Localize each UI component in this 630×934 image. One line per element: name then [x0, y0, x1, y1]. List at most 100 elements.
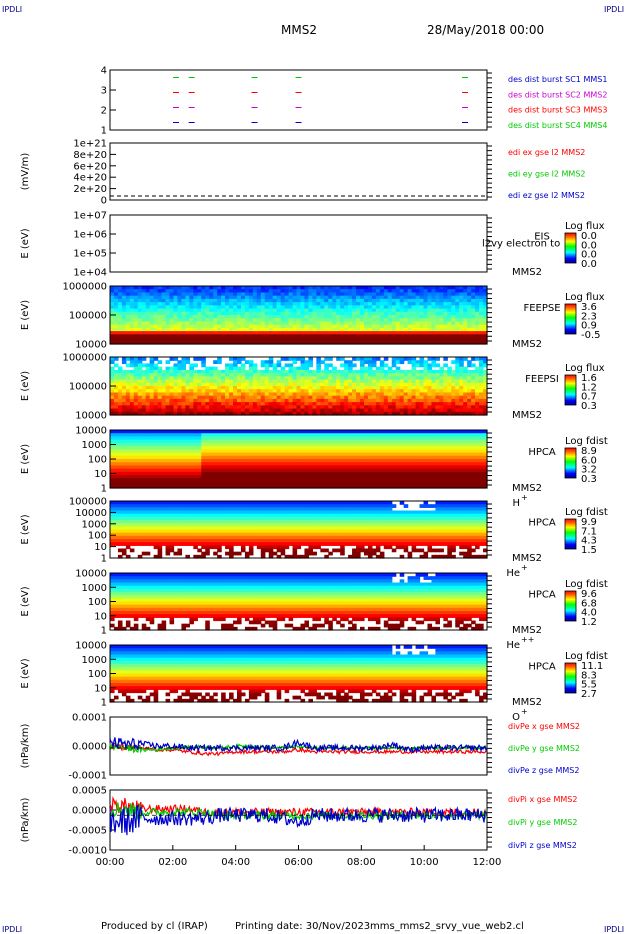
heatmap-cell: [296, 295, 302, 300]
heatmap-cell: [463, 369, 468, 374]
heatmap-cell: [395, 321, 401, 326]
heatmap-cell: [117, 286, 123, 290]
heatmap-cell: [181, 430, 186, 434]
heatmap-cell: [149, 392, 155, 397]
heatmap-cell: [367, 471, 373, 476]
heatmap-cell: [288, 471, 294, 476]
instrument-label: FEEPSI: [525, 374, 559, 385]
heatmap-cell: [121, 484, 127, 489]
heatmap-cell: [177, 475, 183, 479]
heatmap-cell: [463, 398, 468, 403]
heatmap-cell: [244, 398, 250, 403]
heatmap-cell: [213, 379, 218, 384]
heatmap-cell: [475, 389, 480, 394]
heatmap-cell: [447, 395, 452, 400]
heatmap-cell: [256, 446, 262, 450]
heatmap-cell: [149, 295, 155, 300]
heatmap-cell: [340, 337, 345, 342]
heatmap-cell: [407, 324, 413, 329]
heatmap-cell: [161, 298, 167, 303]
heatmap-cell: [356, 295, 361, 300]
heatmap-cell: [423, 439, 429, 444]
heatmap-cell: [328, 408, 333, 413]
heatmap-cell: [268, 455, 274, 460]
heatmap-cell: [427, 357, 433, 361]
heatmap-cell: [137, 439, 143, 444]
heatmap-cell: [415, 360, 421, 365]
heatmap-cell: [221, 484, 226, 489]
heatmap-cell: [272, 389, 278, 394]
heatmap-cell: [256, 389, 262, 394]
heatmap-cell: [475, 398, 480, 403]
heatmap-cell: [300, 398, 306, 403]
heatmap-cell: [248, 484, 254, 489]
heatmap-cell: [443, 311, 448, 316]
heatmap-cell: [463, 408, 468, 413]
heatmap-cell: [471, 376, 476, 381]
heatmap-cell: [260, 481, 266, 486]
heatmap-cell: [272, 373, 278, 377]
heatmap-cell: [467, 376, 472, 381]
heatmap-cell: [379, 373, 385, 377]
heatmap-cell: [165, 449, 171, 454]
heatmap-cell: [352, 442, 357, 447]
heatmap-cell: [423, 327, 429, 332]
heatmap-cell: [268, 379, 274, 384]
heatmap-cell: [371, 311, 377, 316]
heatmap-cell: [256, 398, 262, 403]
heatmap-cell: [193, 446, 198, 450]
heatmap-cell: [356, 478, 361, 483]
heatmap-cell: [423, 436, 429, 441]
heatmap-cell: [121, 398, 127, 403]
heatmap-cell: [284, 295, 290, 300]
heatmap-cell: [447, 331, 452, 335]
heatmap-cell: [320, 484, 325, 489]
heatmap-cell: [415, 465, 421, 470]
heatmap-cell: [367, 373, 373, 377]
heatmap-cell: [383, 452, 389, 457]
heatmap-cell: [459, 389, 464, 394]
heatmap-cell: [479, 405, 484, 410]
heatmap-cell: [141, 402, 147, 406]
heatmap-cell: [419, 405, 425, 410]
heatmap-cell: [201, 379, 206, 384]
heatmap-cell: [169, 471, 175, 476]
heatmap-cell: [288, 430, 294, 434]
heatmap-cell: [348, 481, 353, 486]
heatmap-cell: [145, 318, 151, 323]
heatmap-cell: [225, 411, 230, 416]
heatmap-cell: [371, 289, 377, 294]
heatmap-cell: [296, 305, 302, 310]
heatmap-cell: [264, 382, 270, 387]
heatmap-cell: [411, 379, 417, 384]
heatmap-cell: [268, 298, 274, 303]
heatmap-cell: [411, 324, 417, 329]
heatmap-cell: [125, 292, 131, 297]
heatmap-cell: [447, 392, 452, 397]
heatmap-cell: [129, 382, 135, 387]
heatmap-cell: [217, 411, 222, 416]
heatmap-cell: [284, 369, 290, 374]
heatmap-cell: [233, 430, 238, 434]
heatmap-cell: [117, 366, 123, 371]
heatmap-cell: [236, 392, 242, 397]
heatmap-cell: [177, 389, 183, 394]
heatmap-cell: [419, 334, 425, 339]
heatmap-cell: [233, 452, 238, 457]
heatmap-cell: [296, 334, 302, 339]
y-axis-label: E (eV): [20, 300, 31, 330]
heatmap-cell: [165, 459, 171, 463]
heatmap-cell: [153, 321, 159, 326]
heatmap-cell: [296, 478, 302, 483]
heatmap-cell: [316, 318, 321, 323]
heatmap-cell: [324, 462, 329, 467]
heatmap-cell: [137, 475, 143, 479]
heatmap-cell: [455, 376, 460, 381]
heatmap-cell: [248, 395, 254, 400]
heatmap-cell: [304, 382, 310, 387]
heatmap-cell: [260, 340, 266, 345]
heatmap-cell: [252, 373, 258, 377]
heatmap-cell: [439, 481, 444, 486]
heatmap-cell: [455, 337, 460, 342]
heatmap-cell: [149, 379, 155, 384]
